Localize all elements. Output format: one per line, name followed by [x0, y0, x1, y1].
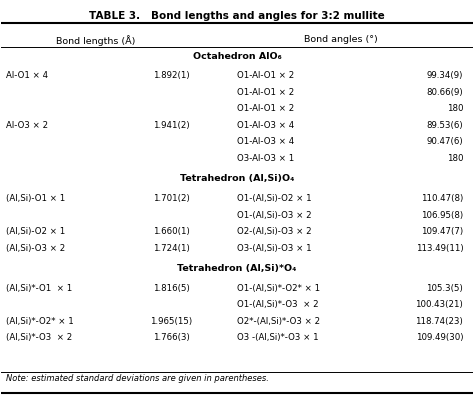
Text: (Al,Si)-O2 × 1: (Al,Si)-O2 × 1 [6, 227, 65, 236]
Text: Note: estimated standard deviations are given in parentheses.: Note: estimated standard deviations are … [6, 374, 269, 383]
Text: O1-(Al,Si)-O2 × 1: O1-(Al,Si)-O2 × 1 [237, 194, 311, 203]
Text: O1-(Al,Si)*-O3  × 2: O1-(Al,Si)*-O3 × 2 [237, 300, 319, 309]
Text: 1.660(1): 1.660(1) [153, 227, 190, 236]
Text: Bond lengths (Å): Bond lengths (Å) [56, 35, 135, 46]
Text: 99.34(9): 99.34(9) [427, 71, 463, 80]
Text: 180: 180 [447, 104, 463, 113]
Text: 106.95(8): 106.95(8) [421, 211, 463, 219]
Text: Octahedron AlO₆: Octahedron AlO₆ [192, 52, 282, 61]
Text: Tetrahedron (Al,Si)*O₄: Tetrahedron (Al,Si)*O₄ [177, 264, 297, 273]
Text: 1.724(1): 1.724(1) [153, 244, 190, 253]
Text: O1-Al-O3 × 4: O1-Al-O3 × 4 [237, 121, 294, 130]
Text: (Al,Si)*-O2* × 1: (Al,Si)*-O2* × 1 [6, 317, 74, 326]
Text: (Al,Si)*-O1  × 1: (Al,Si)*-O1 × 1 [6, 284, 73, 293]
Text: O1-Al-O1 × 2: O1-Al-O1 × 2 [237, 104, 294, 113]
Text: 80.66(9): 80.66(9) [427, 88, 463, 97]
Text: 1.816(5): 1.816(5) [153, 284, 190, 293]
Text: 1.965(15): 1.965(15) [150, 317, 192, 326]
Text: TABLE 3.   Bond lengths and angles for 3:2 mullite: TABLE 3. Bond lengths and angles for 3:2… [89, 11, 385, 21]
Text: O1-Al-O1 × 2: O1-Al-O1 × 2 [237, 71, 294, 80]
Text: 113.49(11): 113.49(11) [416, 244, 463, 253]
Text: O3 -(Al,Si)*-O3 × 1: O3 -(Al,Si)*-O3 × 1 [237, 333, 319, 342]
Text: (Al,Si)-O1 × 1: (Al,Si)-O1 × 1 [6, 194, 65, 203]
Text: 100.43(21): 100.43(21) [415, 300, 463, 309]
Text: O1-(Al,Si)-O3 × 2: O1-(Al,Si)-O3 × 2 [237, 211, 311, 219]
Text: 1.766(3): 1.766(3) [153, 333, 190, 342]
Text: Al-O1 × 4: Al-O1 × 4 [6, 71, 48, 80]
Text: 1.892(1): 1.892(1) [153, 71, 189, 80]
Text: O1-Al-O3 × 4: O1-Al-O3 × 4 [237, 137, 294, 146]
Text: 118.74(23): 118.74(23) [415, 317, 463, 326]
Text: O1-Al-O1 × 2: O1-Al-O1 × 2 [237, 88, 294, 97]
Text: 109.49(30): 109.49(30) [416, 333, 463, 342]
Text: 180: 180 [447, 154, 463, 163]
Text: Al-O3 × 2: Al-O3 × 2 [6, 121, 48, 130]
Text: 90.47(6): 90.47(6) [427, 137, 463, 146]
Text: Tetrahedron (Al,Si)O₄: Tetrahedron (Al,Si)O₄ [180, 174, 294, 184]
Text: 110.47(8): 110.47(8) [421, 194, 463, 203]
Text: 105.3(5): 105.3(5) [427, 284, 463, 293]
Text: O2*-(Al,Si)*-O3 × 2: O2*-(Al,Si)*-O3 × 2 [237, 317, 320, 326]
Text: O2-(Al,Si)-O3 × 2: O2-(Al,Si)-O3 × 2 [237, 227, 311, 236]
Text: 1.701(2): 1.701(2) [153, 194, 190, 203]
Text: 89.53(6): 89.53(6) [427, 121, 463, 130]
Text: Bond angles (°): Bond angles (°) [304, 35, 378, 44]
Text: 1.941(2): 1.941(2) [153, 121, 189, 130]
Text: (Al,Si)*-O3  × 2: (Al,Si)*-O3 × 2 [6, 333, 73, 342]
Text: (Al,Si)-O3 × 2: (Al,Si)-O3 × 2 [6, 244, 65, 253]
Text: O3-Al-O3 × 1: O3-Al-O3 × 1 [237, 154, 294, 163]
Text: O1-(Al,Si)*-O2* × 1: O1-(Al,Si)*-O2* × 1 [237, 284, 320, 293]
Text: 109.47(7): 109.47(7) [421, 227, 463, 236]
Text: O3-(Al,Si)-O3 × 1: O3-(Al,Si)-O3 × 1 [237, 244, 311, 253]
